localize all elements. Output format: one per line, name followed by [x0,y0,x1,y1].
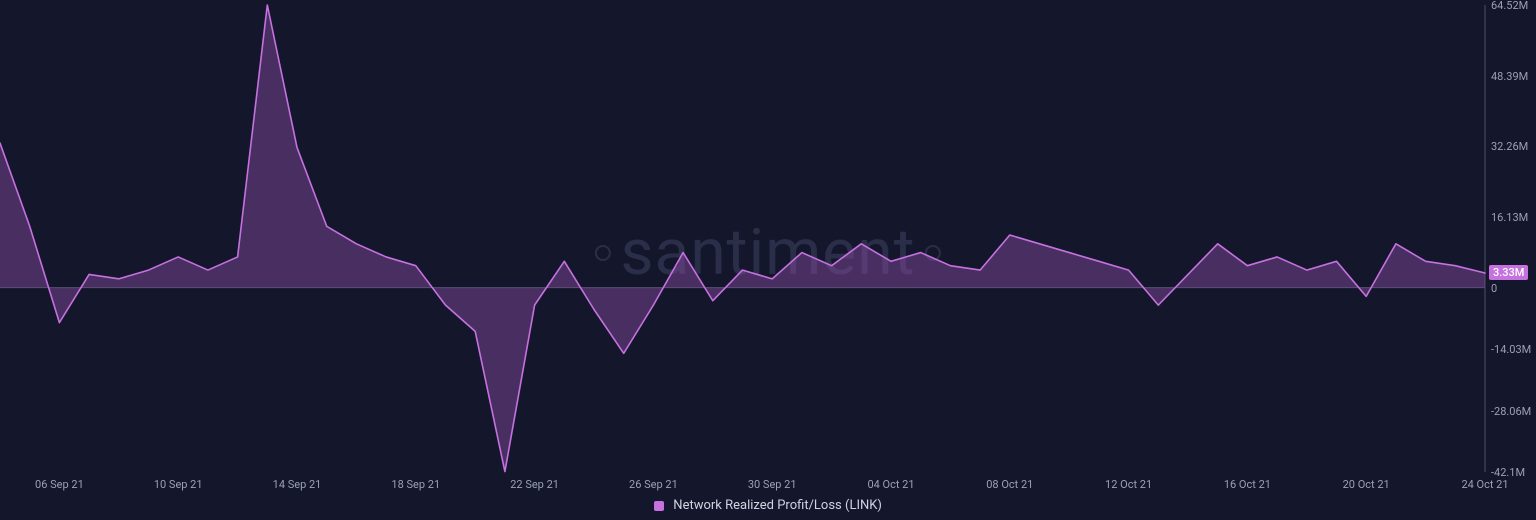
x-tick-label: 10 Sep 21 [154,478,203,491]
y-tick-label: 48.39M [1491,70,1528,83]
legend: Network Realized Profit/Loss (LINK) [0,498,1536,513]
x-tick-label: 06 Sep 21 [35,478,84,491]
y-tick-label: 16.13M [1491,211,1528,224]
y-tick-label: -28.06M [1491,405,1531,418]
chart-container: santiment 64.52M48.39M32.26M16.13M0-14.0… [0,0,1536,520]
current-value-text: 3.33M [1493,266,1524,279]
x-tick-label: 18 Sep 21 [391,478,440,491]
y-tick-label: 32.26M [1491,140,1528,153]
x-tick-label: 24 Oct 21 [1461,478,1508,491]
legend-swatch-icon [654,501,664,511]
x-tick-label: 16 Oct 21 [1224,478,1271,491]
y-tick-label: -14.03M [1491,343,1531,356]
x-tick-label: 14 Sep 21 [273,478,322,491]
x-tick-label: 08 Oct 21 [986,478,1033,491]
x-tick-label: 04 Oct 21 [867,478,914,491]
x-tick-label: 22 Sep 21 [510,478,559,491]
x-tick-label: 20 Oct 21 [1343,478,1390,491]
x-tick-label: 26 Sep 21 [629,478,678,491]
current-value-badge: 3.33M [1489,265,1528,280]
y-tick-label: 64.52M [1491,0,1528,12]
x-tick-label: 12 Oct 21 [1105,478,1152,491]
area-chart[interactable] [0,0,1536,520]
legend-label: Network Realized Profit/Loss (LINK) [673,498,882,513]
y-tick-label: 0 [1491,282,1497,295]
x-tick-label: 30 Sep 21 [748,478,797,491]
